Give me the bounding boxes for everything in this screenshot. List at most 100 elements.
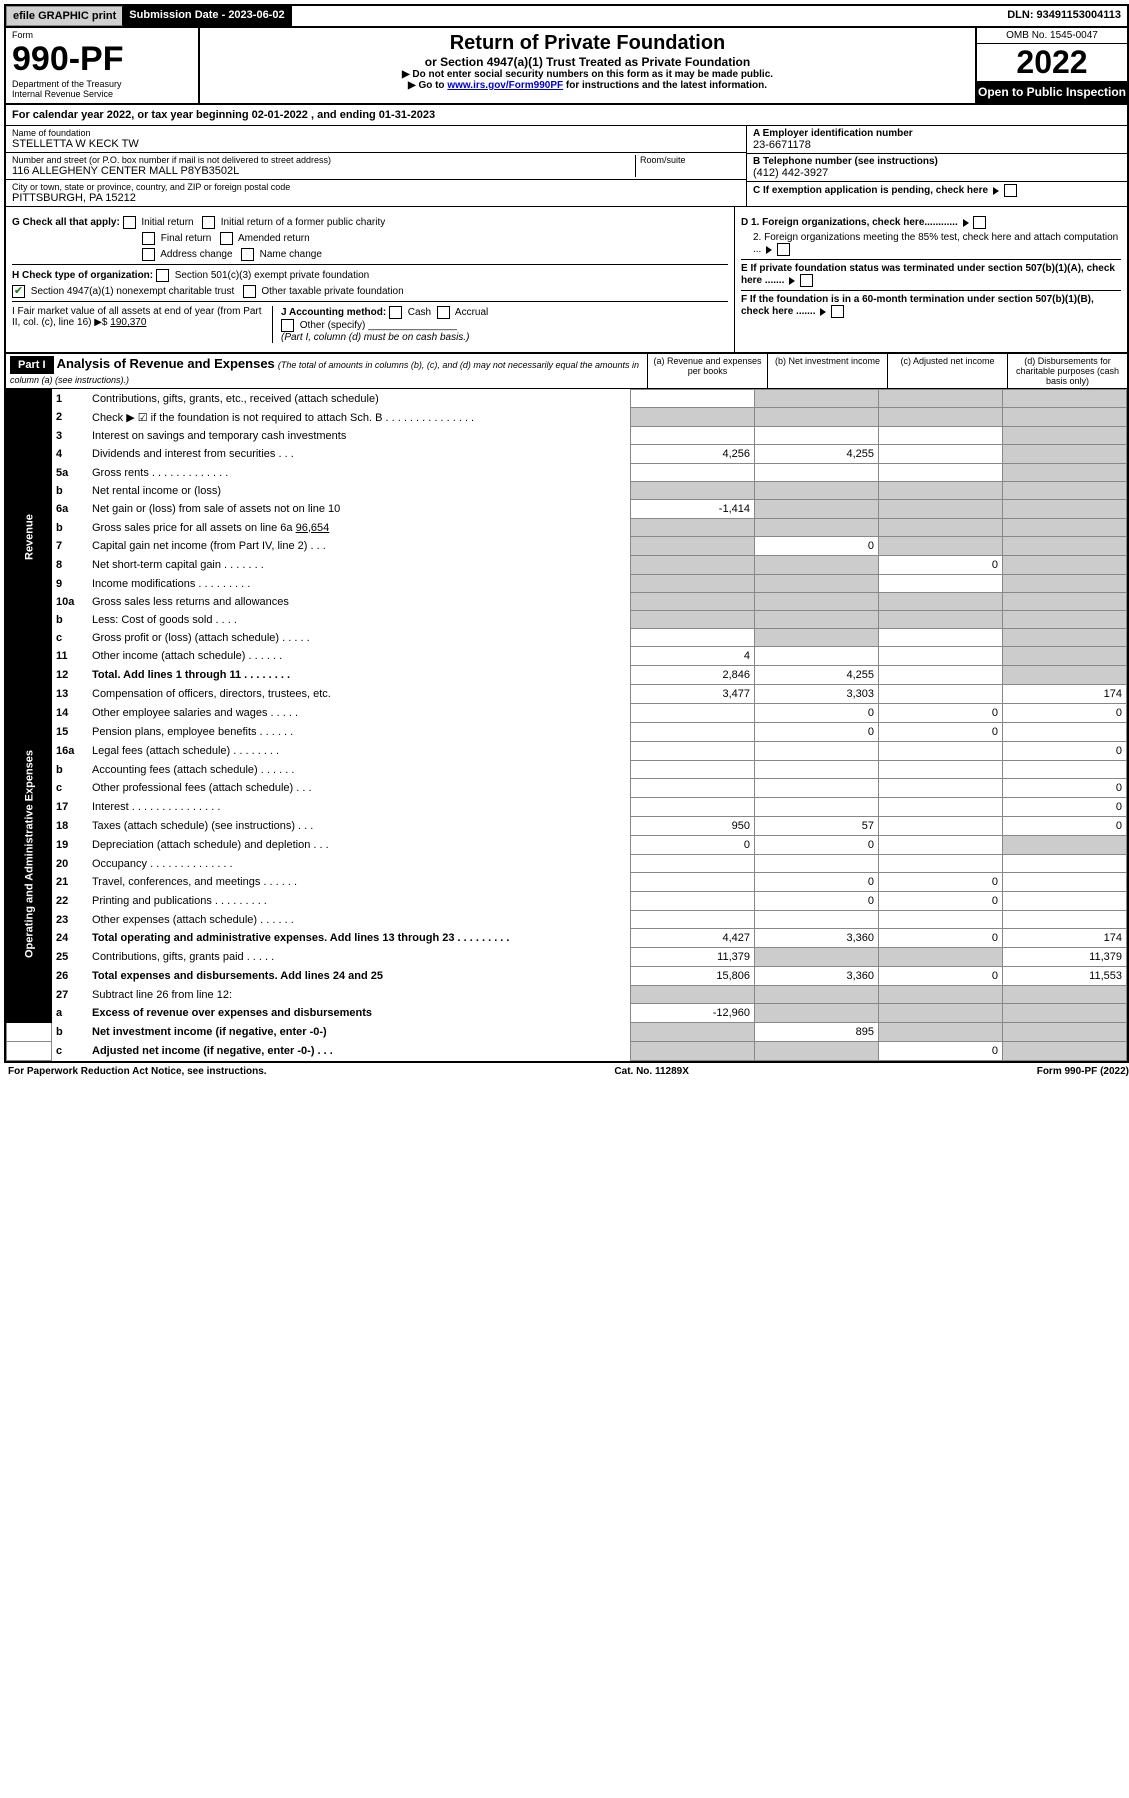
table-row: 10aGross sales less returns and allowanc… <box>7 593 1127 611</box>
footer-center: Cat. No. 11289X <box>614 1066 688 1077</box>
table-row: bAccounting fees (attach schedule) . . .… <box>7 761 1127 779</box>
table-row: 6aNet gain or (loss) from sale of assets… <box>7 500 1127 519</box>
city-label: City or town, state or province, country… <box>12 182 740 192</box>
form-number: 990-PF <box>12 40 192 79</box>
table-row: 3Interest on savings and temporary cash … <box>7 427 1127 445</box>
form-title: Return of Private Foundation <box>204 32 971 55</box>
part1-title: Analysis of Revenue and Expenses <box>57 356 275 371</box>
footer-left: For Paperwork Reduction Act Notice, see … <box>8 1066 267 1077</box>
g-label: G Check all that apply: <box>12 217 120 228</box>
table-row: 23Other expenses (attach schedule) . . .… <box>7 911 1127 929</box>
arrow-icon <box>963 219 969 227</box>
d1-label: D 1. Foreign organizations, check here..… <box>741 217 958 228</box>
open-public-badge: Open to Public Inspection <box>977 81 1127 103</box>
c-checkbox[interactable] <box>1004 184 1017 197</box>
instr-1: ▶ Do not enter social security numbers o… <box>204 69 971 80</box>
irs-link[interactable]: www.irs.gov/Form990PF <box>447 80 563 91</box>
c-label: C If exemption application is pending, c… <box>753 185 988 196</box>
form-990pf: efile GRAPHIC print Submission Date - 20… <box>4 4 1129 1063</box>
table-row: cAdjusted net income (if negative, enter… <box>7 1042 1127 1061</box>
table-row: cOther professional fees (attach schedul… <box>7 779 1127 798</box>
city-state-zip: PITTSBURGH, PA 15212 <box>12 192 740 204</box>
ein: 23-6671178 <box>753 139 1121 151</box>
table-row: Operating and Administrative Expenses 13… <box>7 685 1127 704</box>
table-row: 8Net short-term capital gain . . . . . .… <box>7 556 1127 575</box>
i-value: 190,370 <box>110 317 146 328</box>
table-row: 20Occupancy . . . . . . . . . . . . . . <box>7 855 1127 873</box>
table-row: 15Pension plans, employee benefits . . .… <box>7 723 1127 742</box>
col-b-header: (b) Net investment income <box>767 354 887 388</box>
d1-checkbox[interactable] <box>973 216 986 229</box>
dln: DLN: 93491153004113 <box>1001 6 1127 26</box>
col-d-header: (d) Disbursements for charitable purpose… <box>1007 354 1127 388</box>
table-row: aExcess of revenue over expenses and dis… <box>7 1004 1127 1023</box>
check-section: G Check all that apply: Initial return I… <box>6 207 1127 352</box>
j-other-checkbox[interactable] <box>281 319 294 332</box>
revenue-sidebar: Revenue <box>7 390 52 685</box>
foundation-name: STELLETTA W KECK TW <box>12 138 740 150</box>
part1-header: Part I Analysis of Revenue and Expenses … <box>6 352 1127 389</box>
table-row: cGross profit or (loss) (attach schedule… <box>7 629 1127 647</box>
col-a-header: (a) Revenue and expenses per books <box>647 354 767 388</box>
arrow-icon <box>789 277 795 285</box>
table-row: bNet investment income (if negative, ent… <box>7 1023 1127 1042</box>
g-final-checkbox[interactable] <box>142 232 155 245</box>
part1-label: Part I <box>10 356 54 374</box>
room-label: Room/suite <box>640 155 740 165</box>
name-label: Name of foundation <box>12 128 740 138</box>
f-label: F If the foundation is in a 60-month ter… <box>741 294 1094 317</box>
d2-checkbox[interactable] <box>777 243 790 256</box>
table-row: 4Dividends and interest from securities … <box>7 445 1127 464</box>
form-subtitle: or Section 4947(a)(1) Trust Treated as P… <box>204 55 971 69</box>
d2-label: 2. Foreign organizations meeting the 85%… <box>753 232 1118 255</box>
form-header: Form 990-PF Department of the Treasury I… <box>6 28 1127 105</box>
g-address-checkbox[interactable] <box>142 248 155 261</box>
arrow-icon <box>993 187 999 195</box>
table-row: 25Contributions, gifts, grants paid . . … <box>7 948 1127 967</box>
table-row: 5aGross rents . . . . . . . . . . . . . <box>7 464 1127 482</box>
h-other-checkbox[interactable] <box>243 285 256 298</box>
table-row: 18Taxes (attach schedule) (see instructi… <box>7 817 1127 836</box>
addr-label: Number and street (or P.O. box number if… <box>12 155 635 165</box>
f-checkbox[interactable] <box>831 305 844 318</box>
h-501c3-checkbox[interactable] <box>156 269 169 282</box>
table-row: 12Total. Add lines 1 through 11 . . . . … <box>7 666 1127 685</box>
table-row: 27Subtract line 26 from line 12: <box>7 986 1127 1004</box>
expenses-sidebar: Operating and Administrative Expenses <box>7 685 52 1023</box>
g-initial-public-checkbox[interactable] <box>202 216 215 229</box>
table-row: bGross sales price for all assets on lin… <box>7 519 1127 537</box>
arrow-icon <box>820 308 826 316</box>
omb-number: OMB No. 1545-0047 <box>977 28 1127 44</box>
table-row: 21Travel, conferences, and meetings . . … <box>7 873 1127 892</box>
street-address: 116 ALLEGHENY CENTER MALL P8YB3502L <box>12 165 635 177</box>
footer-right: Form 990-PF (2022) <box>1037 1066 1129 1077</box>
table-row: 19Depreciation (attach schedule) and dep… <box>7 836 1127 855</box>
table-row: 9Income modifications . . . . . . . . . <box>7 575 1127 593</box>
table-row: 24Total operating and administrative exp… <box>7 929 1127 948</box>
j-cash-checkbox[interactable] <box>389 306 402 319</box>
e-checkbox[interactable] <box>800 274 813 287</box>
entity-info: Name of foundation STELLETTA W KECK TW N… <box>6 126 1127 207</box>
tax-year: 2022 <box>977 44 1127 81</box>
form-label: Form <box>12 30 192 40</box>
j-note: (Part I, column (d) must be on cash basi… <box>281 332 469 343</box>
table-row: 26Total expenses and disbursements. Add … <box>7 967 1127 986</box>
e-label: E If private foundation status was termi… <box>741 263 1115 286</box>
efile-print-button[interactable]: efile GRAPHIC print <box>6 6 123 26</box>
ein-label: A Employer identification number <box>753 128 1121 139</box>
table-row: 2Check ▶ ☑ if the foundation is not requ… <box>7 408 1127 427</box>
table-row: 17Interest . . . . . . . . . . . . . . .… <box>7 798 1127 817</box>
page-footer: For Paperwork Reduction Act Notice, see … <box>4 1063 1129 1080</box>
g-name-checkbox[interactable] <box>241 248 254 261</box>
calendar-year: For calendar year 2022, or tax year begi… <box>6 105 1127 126</box>
h-4947-checkbox[interactable] <box>12 285 25 298</box>
table-row: bLess: Cost of goods sold . . . . <box>7 611 1127 629</box>
g-initial-checkbox[interactable] <box>123 216 136 229</box>
top-bar: efile GRAPHIC print Submission Date - 20… <box>6 6 1127 28</box>
phone: (412) 442-3927 <box>753 167 1121 179</box>
irs-label: Internal Revenue Service <box>12 89 192 99</box>
phone-label: B Telephone number (see instructions) <box>753 156 1121 167</box>
j-accrual-checkbox[interactable] <box>437 306 450 319</box>
g-amended-checkbox[interactable] <box>220 232 233 245</box>
col-c-header: (c) Adjusted net income <box>887 354 1007 388</box>
